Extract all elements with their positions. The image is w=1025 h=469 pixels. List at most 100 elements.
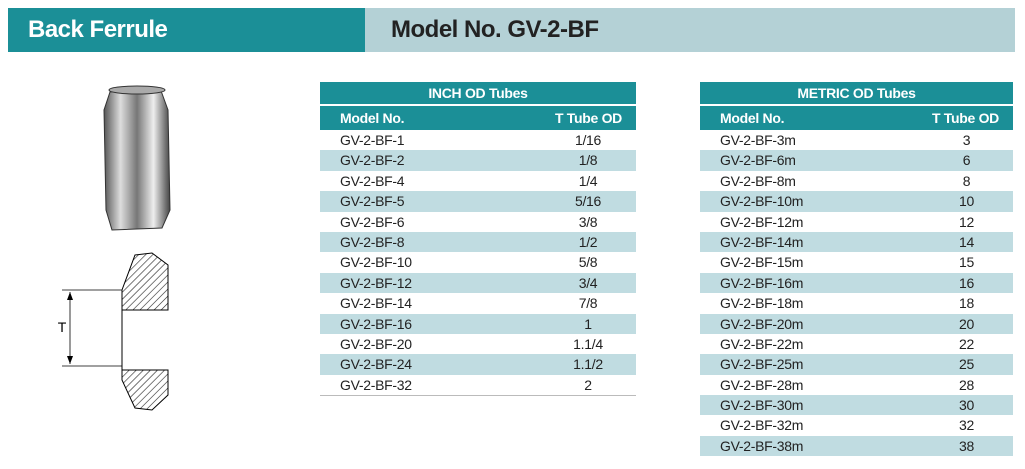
table-cell: 8 (962, 172, 971, 189)
section-top (121, 252, 169, 311)
table-cell: GV-2-BF-1 (340, 132, 405, 148)
table-row: GV-2-BF-38m 38 (700, 435, 1013, 457)
table-cell: 20 (959, 315, 974, 332)
table-cell: 1 (584, 315, 592, 332)
table-cell: 38 (959, 437, 974, 454)
table-cell: GV-2-BF-16 (340, 315, 412, 332)
table-cell: 1/2 (578, 233, 598, 250)
table-cell: GV-2-BF-30m (720, 397, 804, 414)
table-row: GV-2-BF-16 1 (320, 313, 636, 334)
table-row: GV-2-BF-4 1/4 (320, 171, 636, 191)
table-cell: 7/8 (578, 295, 598, 312)
column-header: T Tube OD (931, 110, 999, 126)
table-cell: 2 (584, 376, 592, 393)
table-cell: GV-2-BF-28m (720, 376, 804, 393)
table-row: GV-2-BF-6 3/8 (320, 212, 636, 232)
table-row: GV-2-BF-16m 16 (700, 272, 1013, 294)
table-cell: GV-2-BF-2 (340, 152, 405, 169)
table-cell: GV-2-BF-32m (720, 417, 804, 434)
table-cell: 6 (962, 152, 971, 169)
table-cell: GV-2-BF-18m (720, 295, 804, 312)
table-row: GV-2-BF-22m 22 (700, 334, 1013, 354)
table-header: Model No. T Tube OD (700, 106, 1013, 130)
metric-table: METRIC OD Tubes Model No. T Tube OD GV-2-BF… (700, 82, 1013, 457)
table-cell: GV-2-BF-8m (720, 172, 796, 189)
table-row: GV-2-BF-15m 15 (700, 252, 1013, 272)
table-cell: 1.1/4 (573, 335, 603, 352)
table-cell: GV-2-BF-10m (720, 193, 804, 210)
table-cell: GV-2-BF-6 (340, 213, 405, 230)
table-cell: 3/4 (578, 274, 598, 291)
table-cell: GV-2-BF-14m (720, 233, 804, 250)
header-model: Model No. GV-2-BF (365, 8, 1015, 52)
table-cell: GV-2-BF-25m (720, 356, 804, 373)
table-header: Model No. T Tube OD (320, 106, 636, 130)
table-cell: 10 (959, 193, 974, 210)
table-cell: GV-2-BF-8 (340, 233, 405, 250)
table-cell: 16 (959, 274, 974, 291)
table-cell: GV-2-BF-14 (340, 295, 412, 312)
column-header: Model No. (720, 110, 785, 126)
table-row: GV-2-BF-18m 18 (700, 293, 1013, 313)
table-row: GV-2-BF-32m 32 (700, 415, 1013, 435)
ferrule-top (108, 85, 166, 95)
table-row: GV-2-BF-12m 12 (700, 212, 1013, 232)
table-cell: GV-2-BF-38m (720, 437, 804, 454)
table-cell: 1/8 (578, 152, 598, 169)
table-cell: GV-2-BF-5 (340, 193, 405, 210)
table-row: GV-2-BF-28m 28 (700, 375, 1013, 395)
table-cell: 1/16 (574, 132, 602, 148)
section-bottom (121, 369, 169, 411)
table-row: GV-2-BF-14m 14 (700, 231, 1013, 253)
table-cell: GV-2-BF-16m (720, 274, 804, 291)
table-cell: 28 (959, 376, 974, 393)
table-cell: 30 (959, 397, 974, 414)
table-cell: GV-2-BF-15m (720, 254, 804, 271)
table-cell: 22 (959, 335, 974, 352)
table-cell: 1.1/2 (573, 356, 603, 373)
ferrule-photo (103, 87, 171, 231)
table-cell: GV-2-BF-32 (340, 376, 412, 393)
table-cell: 15 (959, 254, 974, 271)
table-row: GV-2-BF-20m 20 (700, 313, 1013, 334)
table-title: METRIC OD Tubes (700, 82, 1013, 104)
table-row: GV-2-BF-25m 25 (700, 354, 1013, 375)
table-title: INCH OD Tubes (320, 82, 636, 104)
table-row: GV-2-BF-20 1.1/4 (320, 334, 636, 354)
table-cell: GV-2-BF-24 (340, 356, 412, 373)
table-cell: GV-2-BF-12 (340, 274, 412, 291)
table-cell: GV-2-BF-4 (340, 172, 405, 189)
ferrule-illustration: T (58, 85, 171, 411)
dimension-label: T (58, 319, 67, 335)
table-row: GV-2-BF-3m 3 (700, 130, 1013, 150)
table-cell: 5/16 (574, 193, 602, 210)
table-cell: GV-2-BF-20 (340, 335, 412, 352)
table-cell: 14 (959, 233, 974, 250)
table-row: GV-2-BF-14 7/8 (320, 293, 636, 313)
inch-table: INCH OD Tubes Model No. T Tube OD GV-2-BF-1… (320, 82, 636, 397)
column-header: T Tube OD (554, 110, 622, 126)
table-cell: GV-2-BF-22m (720, 335, 804, 352)
table-cell: GV-2-BF-10 (340, 254, 412, 271)
table-cell: 1/4 (578, 172, 598, 189)
table-cell: 25 (959, 356, 974, 373)
table-cell: 3/8 (578, 213, 598, 230)
table-row: GV-2-BF-6m 6 (700, 150, 1013, 171)
table-cell: 32 (959, 417, 974, 434)
column-header: Model No. (340, 110, 405, 126)
table-cell: 12 (959, 213, 974, 230)
table-cell: GV-2-BF-6m (720, 152, 796, 169)
table-row: GV-2-BF-32 2 (320, 375, 636, 395)
table-row: GV-2-BF-24 1.1/2 (320, 354, 636, 375)
table-cell: GV-2-BF-20m (720, 315, 804, 332)
table-row: GV-2-BF-2 1/8 (320, 150, 636, 171)
table-row: GV-2-BF-10 5/8 (320, 252, 636, 272)
table-cell: 5/8 (578, 254, 598, 271)
table-row: GV-2-BF-8 1/2 (320, 231, 636, 253)
table-row: GV-2-BF-1 1/16 (320, 130, 636, 150)
table-row: GV-2-BF-10m 10 (700, 191, 1013, 212)
table-cell: GV-2-BF-12m (720, 213, 804, 230)
table-row: GV-2-BF-30m 30 (700, 395, 1013, 416)
table-row: GV-2-BF-5 5/16 (320, 191, 636, 212)
